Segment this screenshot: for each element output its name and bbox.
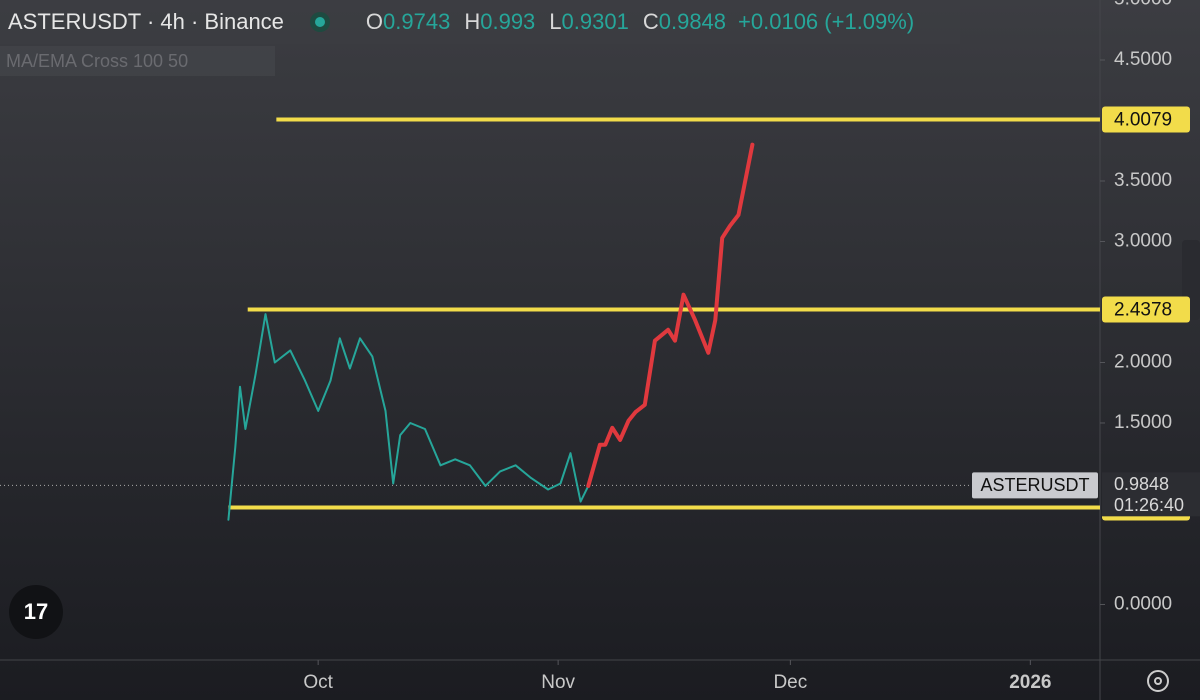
change: +0.0106 (+1.09%) [738,9,915,34]
ohlc-value: 0.9301 [561,9,629,34]
x-tick-label: Dec [773,672,807,693]
x-tick-label: Nov [541,672,575,693]
title: ASTERUSDT · 4h · Binance [8,9,284,34]
y-tick-label: 3.5000 [1114,170,1172,191]
settings-icon[interactable] [1147,670,1169,692]
ohlc: O 0.9743 H 0.993 L 0.9301 C 0.9848 [352,9,726,35]
ohlc-value: 0.993 [480,9,536,34]
price-line [586,142,755,488]
tv-logo: 17 [9,585,63,639]
y-tick-label: 5.0000 [1114,0,1172,10]
symbol-header: ASTERUSDT · 4h · Binance O 0.9743 H 0.993 L 0… [0,0,960,44]
ohlc-key: C [642,9,659,34]
ohlc-key: H [464,9,481,34]
indicator-name: MA/EMA Cross 100 50 [6,50,189,71]
countdown: 01:26:40 [1114,495,1184,515]
status-dot [309,12,330,32]
y-tick-label: 4.5000 [1114,49,1172,70]
ohlc-key: L [549,9,562,34]
ohlc-value: 0.9848 [658,9,727,34]
price-box [1102,472,1200,517]
svg-text:17: 17 [24,599,48,624]
y-tick-label: 3.0000 [1114,231,1172,252]
symbol-label: ASTERUSDT [980,475,1089,495]
y-tick-label: 0.0000 [1114,593,1172,614]
price-label: 0.9848 [1114,474,1169,494]
level-label: 2.4378 [1114,300,1172,321]
x-tick-label: Oct [303,672,333,693]
indicator[interactable]: MA/EMA Cross 100 50 [0,46,275,76]
symbol-box [972,472,1098,499]
y-tick-label: 2.0000 [1114,352,1172,373]
x-tick-label: 2026 [1009,672,1051,693]
ohlc-value: 0.9743 [383,9,451,34]
ohlc-key: O [365,9,384,34]
y-tick-label: 1.5000 [1114,412,1172,433]
price-line [227,313,590,521]
level-label: 4.0079 [1114,110,1172,131]
level-label-box [1102,296,1190,323]
level-label-box [1102,106,1190,133]
